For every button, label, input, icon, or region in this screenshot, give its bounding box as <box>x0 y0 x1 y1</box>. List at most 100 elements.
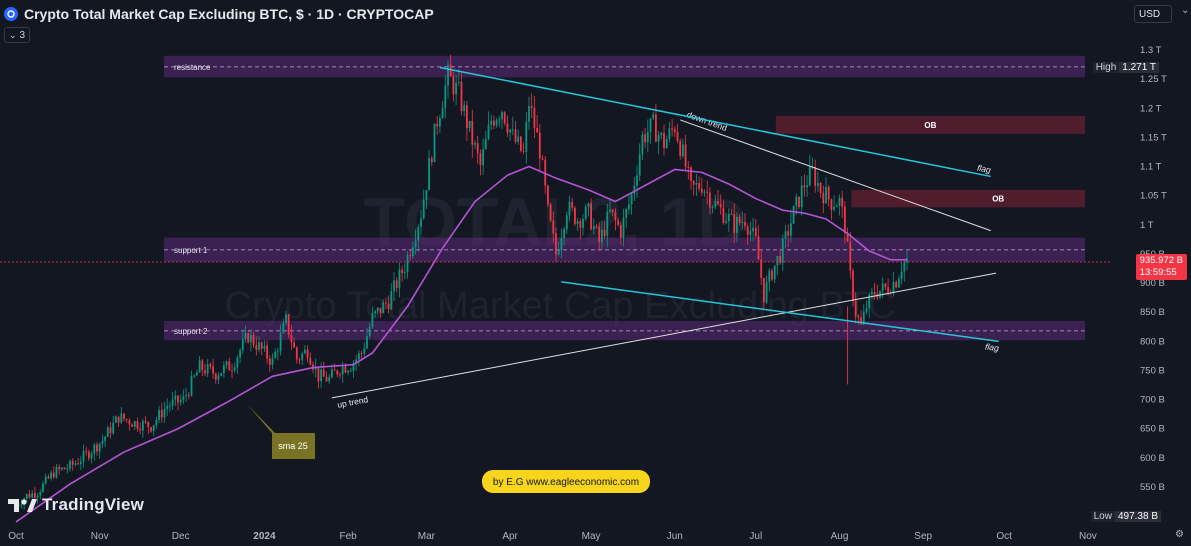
candle-body <box>754 227 757 237</box>
candle-body <box>271 357 274 365</box>
candle-body <box>576 221 579 224</box>
author-banner: by E.G www.eagleeconomic.com <box>482 470 650 493</box>
candle-body <box>841 197 844 207</box>
candle-body <box>592 226 595 230</box>
candle-body <box>376 307 379 312</box>
candle-body <box>584 206 587 220</box>
candle-body <box>77 463 79 465</box>
candle-body <box>331 369 333 378</box>
candle-body <box>655 114 657 142</box>
candle-body <box>31 493 34 498</box>
zone-0 <box>164 55 1085 78</box>
candle-body <box>687 167 690 169</box>
candle-body <box>244 333 247 339</box>
candle-body <box>58 466 61 470</box>
candle-body <box>606 211 609 236</box>
candle-body <box>873 291 876 295</box>
candle-body <box>490 120 493 125</box>
candle-body <box>649 118 652 133</box>
candle-body <box>247 333 250 343</box>
candle-body <box>733 214 736 233</box>
candle-body <box>557 250 560 255</box>
candle-body <box>128 420 131 425</box>
order-block-1 <box>851 189 1085 208</box>
candle-body <box>663 132 665 149</box>
watermark-description: Crypto Total Market Cap Excluding BTC <box>225 285 896 327</box>
low-value: 497.38 B <box>1114 511 1161 522</box>
candle-body <box>641 134 644 155</box>
candle-body <box>20 504 23 506</box>
candle-body <box>892 281 895 294</box>
candle-body <box>644 134 646 143</box>
candle-body <box>571 201 574 208</box>
candle-body <box>42 483 44 492</box>
candle-body <box>601 229 603 243</box>
candle-body <box>684 144 687 168</box>
candle-body <box>520 136 522 151</box>
candle-body <box>382 302 385 314</box>
tradingview-logo[interactable]: TradingView <box>8 495 144 515</box>
x-tick-label: Feb <box>339 531 357 542</box>
trendline-label-3: flag <box>985 341 1000 353</box>
candle-body <box>671 128 673 130</box>
candle-body <box>214 373 217 380</box>
candle-body <box>825 186 827 204</box>
candle-body <box>328 377 331 382</box>
candle-body <box>285 314 287 324</box>
candle-body <box>266 345 268 359</box>
candle-body <box>34 493 36 498</box>
candle-body <box>530 106 533 108</box>
low-badge: Low 497.38 B <box>1090 510 1161 523</box>
candle-body <box>279 333 282 352</box>
settings-icon[interactable]: ⚙ <box>1175 529 1184 540</box>
candle-body <box>201 360 204 371</box>
candle-body <box>746 226 749 235</box>
candle-body <box>700 188 703 193</box>
candle-body <box>544 159 547 186</box>
zone-label-0: resistance <box>174 63 211 72</box>
currency-select[interactable]: USD <box>1134 5 1172 23</box>
candle-body <box>652 114 655 119</box>
candle-body <box>749 231 752 235</box>
candle-body <box>565 215 568 230</box>
x-tick-label: Mar <box>418 531 436 542</box>
candle-body <box>854 301 857 317</box>
chart-title[interactable]: Crypto Total Market Cap Excluding BTC, $… <box>24 6 434 22</box>
chevron-down-icon[interactable]: ⌄ <box>1181 5 1190 16</box>
candle-body <box>525 121 528 152</box>
candle-body <box>646 132 649 143</box>
y-tick-label: 850 B <box>1140 307 1165 318</box>
candle-body <box>88 451 90 459</box>
candle-body <box>174 395 177 400</box>
candle-body <box>209 364 212 367</box>
symbol-icon[interactable] <box>4 7 18 21</box>
candle-body <box>82 451 85 462</box>
candle-body <box>425 190 428 200</box>
candle-body <box>166 406 169 409</box>
candle-body <box>657 135 660 142</box>
candle-body <box>385 302 387 304</box>
candle-body <box>819 182 822 193</box>
candle-body <box>800 185 803 208</box>
tradingview-icon <box>8 499 37 512</box>
candle-body <box>428 158 430 191</box>
candle-body <box>444 85 447 109</box>
candle-body <box>714 201 717 207</box>
candle-body <box>609 209 611 212</box>
candle-body <box>349 370 352 372</box>
candle-body <box>228 361 231 371</box>
indicators-toggle[interactable]: ⌄ 3 <box>4 27 31 43</box>
candle-body <box>587 203 590 207</box>
candle-body <box>503 112 506 124</box>
candle-body <box>760 259 763 278</box>
candle-body <box>260 342 263 349</box>
candle-body <box>787 231 790 236</box>
candle-body <box>352 363 355 371</box>
candle-body <box>98 443 101 452</box>
candle-body <box>582 219 584 228</box>
candle-body <box>457 82 460 84</box>
candle-body <box>325 376 328 382</box>
candle-body <box>85 451 88 453</box>
y-tick-label: 1.15 T <box>1140 132 1167 143</box>
